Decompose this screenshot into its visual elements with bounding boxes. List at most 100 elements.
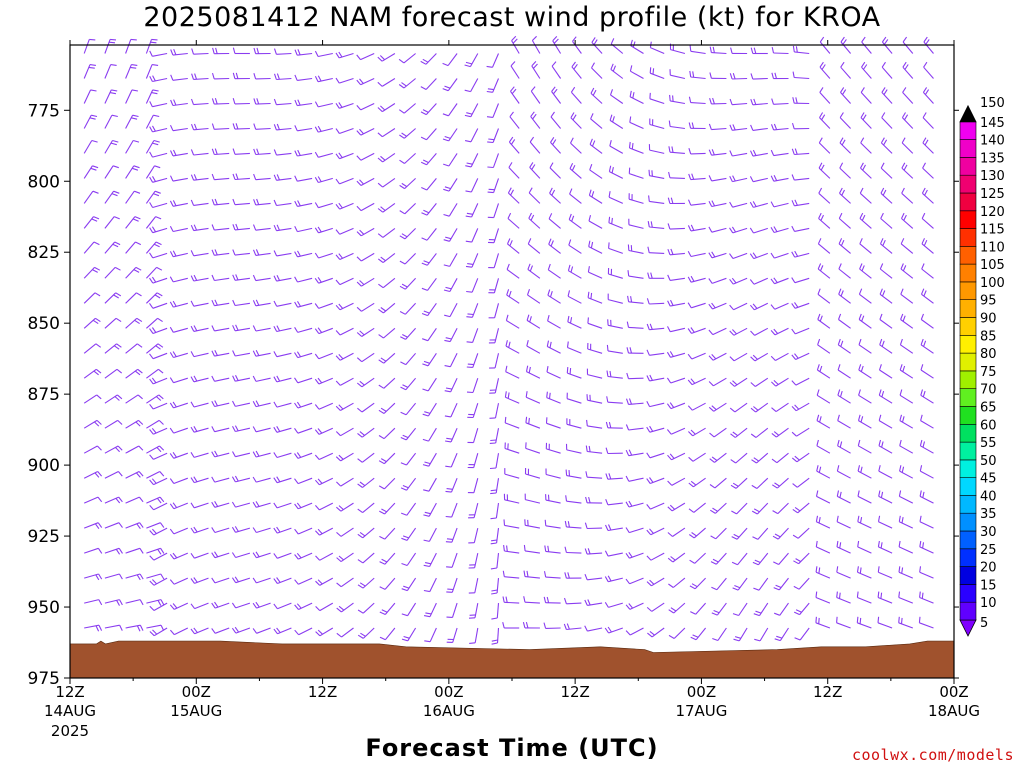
wind-barb-flag — [169, 352, 174, 358]
wind-barb-flag — [235, 72, 239, 79]
wind-barb-staff — [340, 377, 354, 386]
wind-barb-flag — [611, 166, 614, 174]
wind-barb-staff — [920, 445, 934, 454]
wind-barb-flag — [840, 340, 844, 347]
wind-barb-flag — [771, 98, 775, 105]
wind-barb-staff — [508, 141, 520, 154]
wind-barb-flag — [899, 389, 903, 396]
wind-barb-flag — [836, 465, 840, 472]
wind-barb-staff — [546, 422, 561, 429]
wind-barb-staff — [173, 602, 189, 610]
wind-barb-staff — [449, 303, 458, 317]
wind-barb-staff — [297, 127, 313, 132]
wind-barb-staff — [759, 627, 769, 642]
wind-barb-flag — [445, 337, 452, 340]
wind-barb-flag — [317, 327, 323, 333]
wind-barb-staff — [145, 64, 153, 79]
wind-barb-flag — [523, 544, 526, 551]
wind-barb-flag — [512, 38, 518, 44]
wind-barb-staff — [671, 502, 686, 512]
wind-barb-staff — [383, 402, 396, 414]
wind-barb-flag — [377, 81, 383, 87]
wind-barb-flag — [877, 616, 880, 623]
wind-barb-flag — [400, 386, 407, 391]
wind-barb-staff — [527, 294, 541, 304]
wind-barb-staff — [429, 552, 437, 567]
x-tick-label: 00Z — [182, 683, 211, 701]
wind-barb-staff — [860, 117, 872, 129]
wind-barb-staff — [448, 203, 458, 217]
wind-barb-staff — [361, 252, 375, 262]
wind-barb-flag — [172, 502, 178, 508]
wind-barb-flag — [791, 251, 796, 258]
wind-barb-staff — [799, 602, 810, 615]
wind-barb-staff — [840, 66, 852, 79]
wind-barb-staff — [757, 502, 769, 515]
wind-barb-staff — [629, 527, 644, 534]
wind-barb-flag — [273, 401, 278, 408]
wind-barb-flag — [400, 436, 407, 441]
wind-barb-staff — [818, 167, 831, 179]
wind-barb-staff — [672, 577, 686, 588]
wind-barb-staff — [153, 527, 168, 536]
wind-barb-staff — [384, 502, 396, 515]
wind-barb-staff — [734, 402, 748, 413]
wind-barb-staff — [527, 243, 541, 254]
wind-barb-flag — [839, 390, 843, 398]
wind-barb-staff — [152, 302, 168, 309]
wind-barb-flag — [378, 283, 384, 289]
wind-barb-flag — [652, 68, 655, 75]
wind-barb-staff — [404, 228, 416, 240]
wind-barb-staff — [104, 190, 115, 204]
wind-barb-staff — [153, 627, 168, 637]
wind-barb-flag — [232, 224, 236, 231]
wind-barb-flag — [771, 484, 778, 489]
wind-barb-flag — [817, 288, 821, 295]
wind-barb-staff — [589, 143, 603, 154]
wind-barb-staff — [146, 599, 162, 604]
wind-barb-flag — [564, 546, 567, 553]
wind-barb-flag — [667, 223, 671, 230]
wind-barb-staff — [361, 452, 375, 463]
wind-barb-flag — [604, 576, 609, 582]
wind-barb-flag — [467, 263, 474, 265]
wind-barb-staff — [922, 167, 934, 179]
wind-barb-flag — [510, 86, 515, 92]
wind-barb-staff — [753, 177, 768, 183]
wind-barb-flag — [753, 587, 760, 591]
wind-barb-staff — [880, 243, 893, 254]
wind-barb-staff — [816, 420, 831, 429]
wind-barb-flag — [149, 353, 154, 360]
wind-barb-flag — [669, 402, 675, 408]
wind-barb-staff — [816, 394, 831, 404]
wind-barb-flag — [296, 603, 302, 609]
wind-barb-staff — [508, 167, 520, 179]
wind-barb-staff — [405, 402, 417, 416]
wind-barb-staff — [494, 378, 500, 394]
wind-barb-staff — [318, 102, 333, 108]
wind-barb-flag — [625, 578, 631, 585]
wind-barb-staff — [836, 521, 851, 529]
wind-barb-staff — [146, 522, 161, 529]
wind-barb-staff — [838, 268, 851, 279]
wind-barb-staff — [670, 327, 686, 333]
wind-barb-staff — [773, 102, 789, 105]
wind-barb-flag — [190, 552, 195, 559]
wind-barb-flag — [442, 62, 449, 67]
wind-barb-staff — [566, 500, 582, 504]
wind-barb-flag — [881, 36, 887, 43]
wind-barb-flag — [729, 227, 734, 234]
colorbar-swatch — [959, 121, 977, 140]
wind-barb-flag — [486, 65, 493, 68]
wind-barb-flag — [115, 497, 121, 504]
wind-barb-flag — [569, 188, 573, 195]
wind-barb-staff — [474, 552, 479, 568]
wind-barb-flag — [294, 276, 298, 283]
wind-barb-flag — [273, 553, 278, 559]
wind-barb-staff — [591, 67, 603, 79]
wind-barb-flag — [526, 314, 530, 321]
wind-barb-staff — [901, 142, 914, 154]
wind-barb-flag — [110, 142, 117, 146]
wind-barb-flag — [490, 492, 497, 495]
wind-barb-flag — [821, 114, 826, 121]
